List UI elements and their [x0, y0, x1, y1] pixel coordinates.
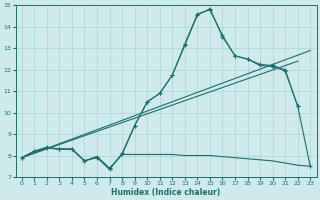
- X-axis label: Humidex (Indice chaleur): Humidex (Indice chaleur): [111, 188, 221, 197]
